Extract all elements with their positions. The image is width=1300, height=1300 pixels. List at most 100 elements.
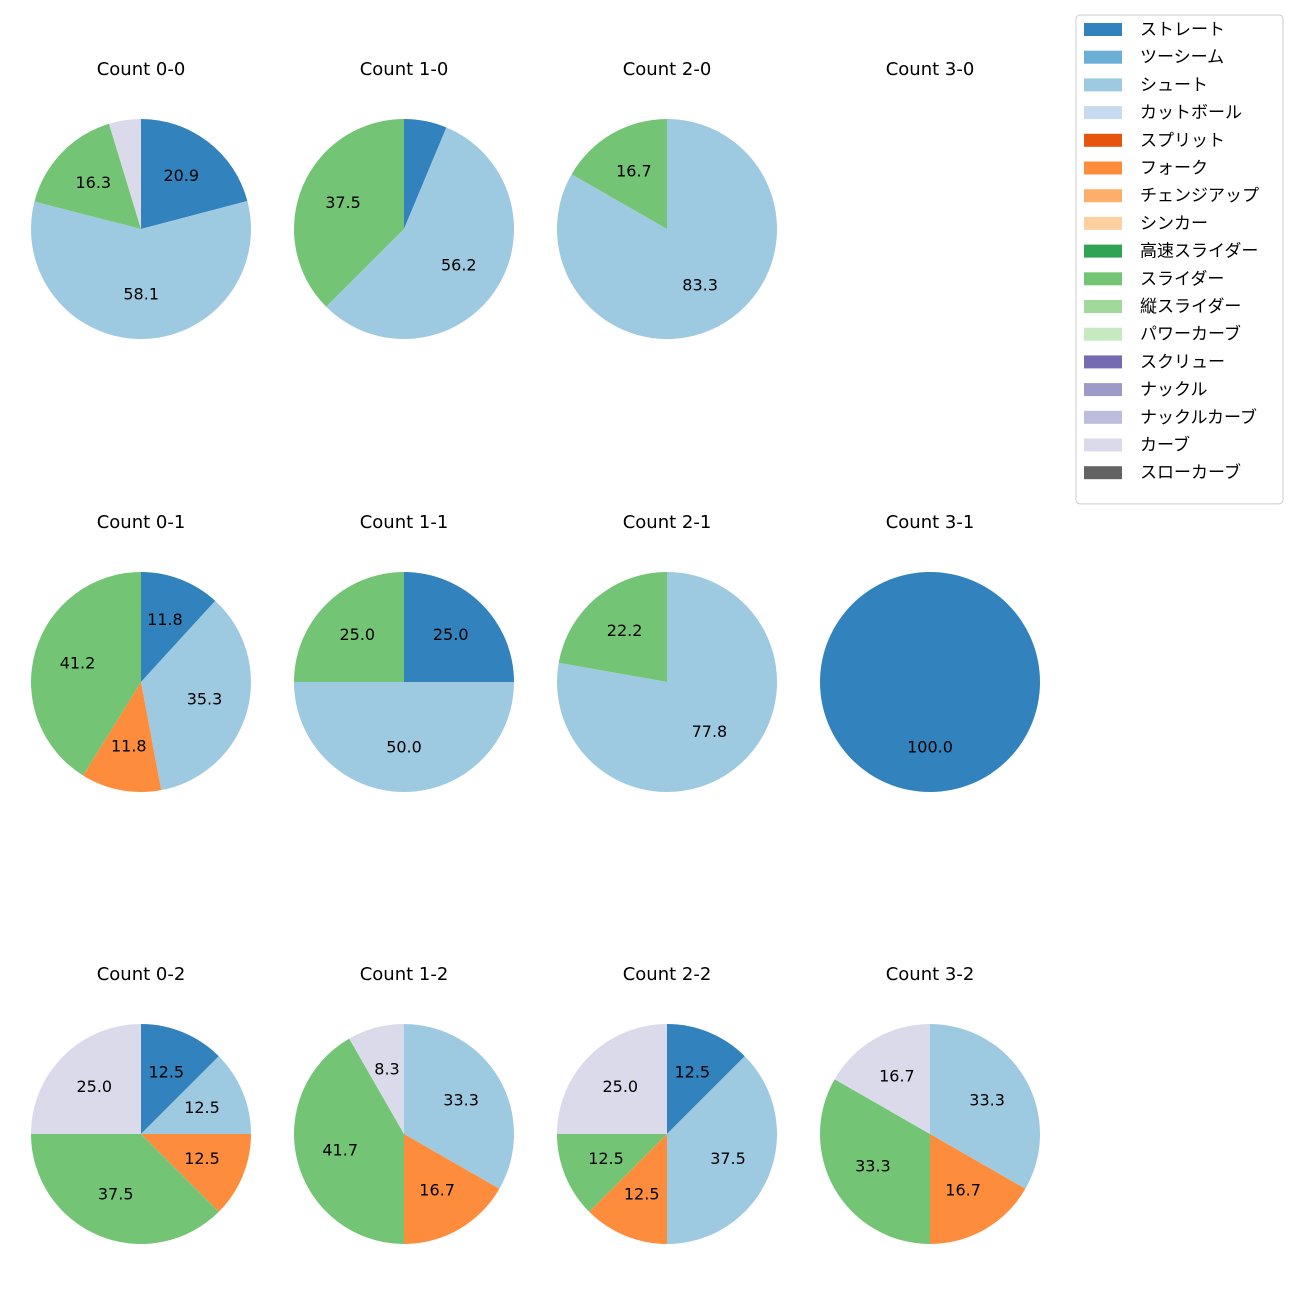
pie-slice [930,1134,1026,1244]
slice-label: 83.3 [682,276,718,295]
slice-label: 16.7 [945,1181,981,1200]
slice-label: 37.5 [325,193,361,212]
pie-panel: Count 3-0 [886,59,975,80]
slice-label: 16.7 [419,1181,455,1200]
legend-swatch [1084,272,1122,286]
slice-label: 11.8 [111,736,147,755]
pie-slice [141,600,252,791]
pie-slice [34,123,141,229]
slice-label: 50.0 [386,738,422,757]
pie-slice [293,1038,404,1244]
legend-item: フォーク [1084,159,1208,179]
legend-item: ストレート [1084,20,1225,40]
legend: ストレートツーシームシュートカットボールスプリットフォークチェンジアップシンカー… [1075,14,1284,505]
pie-panel: Count 3-2 33.3 16.7 33.3 16.7 [819,964,1041,1244]
pie-slice [294,119,404,307]
slice-label: 12.5 [184,1098,220,1117]
legend-label: スローカーブ [1140,462,1241,483]
slice-label: 37.5 [710,1149,746,1168]
legend-label: カーブ [1140,435,1190,456]
legend-item: ナックルカーブ [1084,407,1257,428]
slice-label: 12.5 [184,1149,220,1168]
pie-slice [404,572,514,682]
slice-label: 8.3 [374,1060,399,1079]
pie-slice [31,200,252,340]
legend-label: フォーク [1140,159,1208,179]
legend-swatch [1084,355,1122,369]
slice-label: 25.0 [433,625,469,644]
legend-item: チェンジアップ [1084,186,1259,206]
slice-label: 56.2 [441,255,477,274]
slice-label: 12.5 [588,1149,624,1168]
legend-label: ストレート [1140,20,1225,40]
slice-label: 12.5 [624,1185,660,1204]
pie-title: Count 3-2 [886,964,975,985]
legend-item: ナックル [1084,380,1208,400]
pie-slice [557,1024,667,1134]
slice-label: 12.5 [148,1063,184,1082]
legend-label: スプリット [1140,131,1225,151]
legend-swatch [1084,244,1122,258]
legend-item: スライダー [1084,269,1224,289]
pie-title: Count 0-2 [97,964,186,985]
legend-item: 縦スライダー [1084,297,1241,317]
slice-label: 12.5 [674,1063,710,1082]
pie-panel: Count 2-212.537.512.512.525.0 [557,964,777,1244]
legend-swatch [1084,23,1122,36]
pie-slice [31,1024,141,1134]
slice-label: 58.1 [123,285,159,304]
pie-slice [820,572,1040,792]
slice-label: 16.7 [616,161,652,180]
legend-item: スプリット [1084,131,1225,151]
slice-label: 33.3 [443,1090,479,1109]
pie-slice [294,682,514,792]
slice-label: 33.3 [855,1157,891,1176]
legend-label: ナックル [1140,380,1208,400]
pie-slice [404,119,447,229]
slice-label: 11.8 [147,610,183,629]
pie-slice [294,572,404,682]
pie-slice [557,1134,667,1212]
pie-title: Count 2-0 [623,59,712,80]
slice-label: 25.0 [339,625,375,644]
legend-swatch [1084,161,1122,175]
pie-title: Count 0-1 [97,512,186,533]
slice-label: 35.3 [187,690,223,709]
pie-panel: Count 1-0 56.2 37.5 [294,59,515,340]
pie-slice [404,1024,515,1189]
pie-slice [819,1079,930,1244]
legend-label: チェンジアップ [1140,186,1259,206]
legend-label: カットボール [1140,103,1242,123]
pie-slice [667,1024,745,1134]
legend-swatch [1084,438,1122,452]
legend-item: カーブ [1084,435,1190,456]
legend-item: スローカーブ [1084,462,1241,483]
pie-panel: Count 0-212.512.512.537.525.0 [31,964,251,1244]
legend-label: 高速スライダー [1140,242,1258,262]
slice-label: 25.0 [76,1077,112,1096]
pie-slice [349,1024,404,1134]
pie-title: Count 2-1 [623,512,712,533]
pie-panel: Count 2-1 77.8 22.2 [557,512,778,792]
slice-label: 16.7 [879,1066,915,1085]
legend-label: シュート [1140,75,1208,95]
pie-panel: Count 2-0 83.3 16.7 [556,59,777,339]
slice-label: 22.2 [607,621,643,640]
pie-title: Count 3-1 [886,512,975,533]
pie-slice [834,1024,930,1134]
pie-slice [141,1134,251,1212]
pie-panel: Count 0-1 11.8 35.3 11.8 41.2 [31,512,252,792]
legend-swatch [1084,216,1122,230]
slice-label: 41.2 [60,653,96,672]
slice-label: 16.3 [75,173,111,192]
pie-slice [557,572,778,792]
pie-slice [404,1134,500,1244]
pie-slice [82,682,162,792]
legend-frame [1075,14,1284,505]
slice-label: 41.7 [322,1141,358,1160]
pie-slice [589,1134,667,1244]
pie-slice [31,572,141,776]
legend-swatch [1084,300,1122,313]
